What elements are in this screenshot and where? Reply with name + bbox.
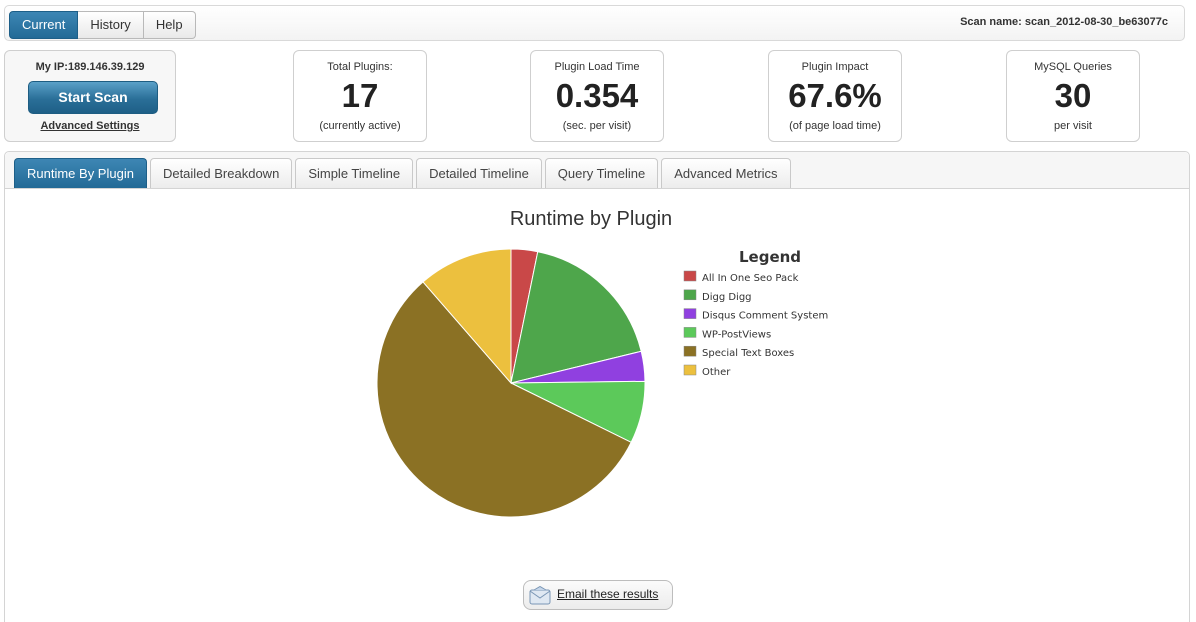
tab-query-timeline[interactable]: Query Timeline bbox=[544, 158, 659, 188]
stat-sublabel: (of page load time) bbox=[789, 120, 881, 132]
chart-legend: All In One Seo Pack Digg Digg Disqus Comme… bbox=[683, 270, 828, 378]
pie-slice-special-text-boxes bbox=[376, 281, 632, 518]
results-tab-strip: Runtime By Plugin Detailed Breakdown Sim… bbox=[5, 152, 1189, 189]
nav-tab-current[interactable]: Current bbox=[9, 11, 79, 39]
scan-control-box: My IP:189.146.39.129 Start Scan Advanced… bbox=[4, 50, 176, 142]
stat-label: Plugin Load Time bbox=[554, 61, 640, 73]
legend-swatch bbox=[683, 289, 697, 301]
legend-label: Other bbox=[702, 367, 731, 378]
main-nav-tabs: Current History Help bbox=[9, 11, 196, 39]
my-ip-value: 189.146.39.129 bbox=[67, 61, 145, 73]
email-results-label: Email these results bbox=[557, 587, 659, 601]
stat-mysql-queries: MySQL Queries 30 per visit bbox=[1006, 50, 1140, 142]
tab-detailed-timeline[interactable]: Detailed Timeline bbox=[416, 158, 542, 188]
stat-label: Total Plugins: bbox=[327, 61, 393, 73]
envelope-icon bbox=[529, 586, 551, 605]
stat-plugin-load-time: Plugin Load Time 0.354 (sec. per visit) bbox=[530, 50, 664, 142]
tab-detailed-breakdown[interactable]: Detailed Breakdown bbox=[149, 158, 293, 188]
nav-tab-help[interactable]: Help bbox=[143, 11, 196, 39]
legend-swatch bbox=[683, 345, 697, 357]
advanced-settings-link[interactable]: Advanced Settings bbox=[40, 120, 140, 132]
tab-advanced-metrics[interactable]: Advanced Metrics bbox=[661, 158, 791, 188]
pie-slice-digg-digg bbox=[510, 251, 642, 384]
pie-slices bbox=[376, 248, 646, 518]
top-nav-bar: Current History Help Scan name: scan_201… bbox=[4, 5, 1185, 41]
tab-runtime-by-plugin[interactable]: Runtime By Plugin bbox=[14, 158, 147, 188]
legend-label: Digg Digg bbox=[702, 292, 752, 303]
stat-sublabel: (currently active) bbox=[319, 120, 401, 132]
stat-total-plugins: Total Plugins: 17 (currently active) bbox=[293, 50, 427, 142]
legend-swatch bbox=[683, 270, 697, 282]
legend-label: Special Text Boxes bbox=[702, 348, 794, 359]
stat-sublabel: (sec. per visit) bbox=[562, 120, 632, 132]
legend-swatch bbox=[683, 308, 697, 319]
scan-name: Scan name: scan_2012-08-30_be63077c bbox=[960, 16, 1168, 28]
stat-plugin-impact: Plugin Impact 67.6% (of page load time) bbox=[768, 50, 902, 142]
nav-tab-history[interactable]: History bbox=[78, 11, 144, 39]
my-ip: My IP:189.146.39.129 bbox=[5, 61, 175, 73]
legend-swatch bbox=[683, 327, 697, 338]
stat-value: 0.354 bbox=[555, 77, 639, 114]
legend-swatch bbox=[683, 364, 697, 376]
legend-title: Legend bbox=[739, 248, 801, 266]
stat-label: Plugin Impact bbox=[801, 61, 869, 73]
legend-label: Disqus Comment System bbox=[702, 311, 828, 322]
pie-slice-other bbox=[422, 248, 512, 385]
legend-label: All In One Seo Pack bbox=[702, 273, 799, 284]
stat-value: 67.6% bbox=[788, 77, 882, 114]
stat-value: 30 bbox=[1054, 77, 1092, 114]
email-results-button[interactable]: Email these results bbox=[523, 580, 673, 610]
stat-sublabel: per visit bbox=[1054, 120, 1092, 132]
legend-label: WP-PostViews bbox=[702, 329, 771, 340]
tab-simple-timeline[interactable]: Simple Timeline bbox=[295, 158, 414, 188]
stat-value: 17 bbox=[341, 77, 379, 114]
stat-label: MySQL Queries bbox=[1034, 61, 1112, 73]
start-scan-button[interactable]: Start Scan bbox=[28, 81, 158, 114]
chart-title: Runtime by Plugin bbox=[509, 208, 673, 230]
my-ip-label: My IP: bbox=[35, 61, 68, 73]
